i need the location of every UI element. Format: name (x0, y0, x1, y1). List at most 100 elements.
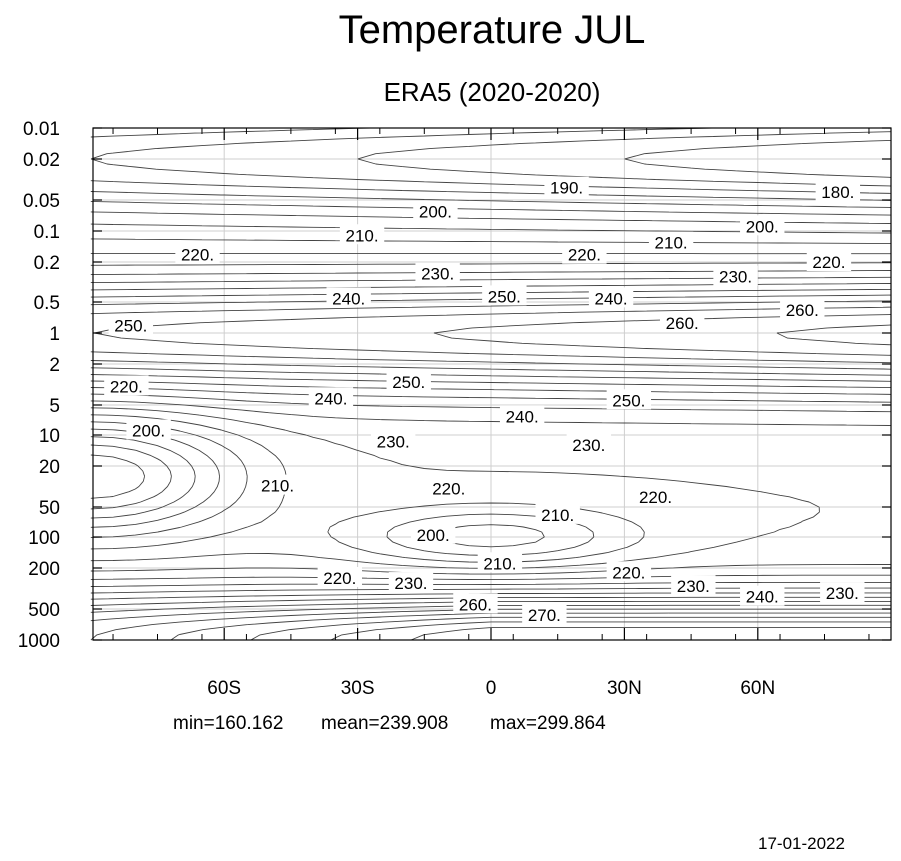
contour-label: 220. (812, 253, 845, 272)
contour-label: 230. (719, 268, 752, 287)
y-tick-label: 20 (39, 457, 60, 478)
y-tick-label: 0.05 (23, 191, 60, 212)
y-tick-label: 1 (49, 324, 60, 345)
x-tick-label: 30S (341, 678, 375, 699)
stats-min: min=160.162 (173, 713, 283, 734)
contour-line (90, 294, 892, 613)
y-tick-label: 10 (39, 426, 60, 447)
contour-label: 260. (786, 301, 819, 320)
contour-label: 220. (323, 569, 356, 588)
contour-label-background (477, 552, 523, 573)
contour-label: 200. (417, 526, 450, 545)
y-tick-label: 0.01 (23, 119, 60, 140)
contour-line (624, 139, 892, 178)
contour-label-background (806, 251, 852, 271)
x-tick-label: 60S (207, 678, 241, 699)
contour-label-background (544, 176, 589, 197)
contour-line (90, 283, 892, 600)
contour-label: 200. (419, 203, 452, 222)
contour-label: 250. (612, 391, 645, 410)
contour-label: 220. (612, 563, 645, 582)
contour-label: 270. (528, 606, 561, 625)
contour-label: 220. (181, 246, 214, 265)
y-tick-label: 200 (28, 559, 60, 580)
stats-max: max=299.864 (490, 713, 606, 734)
plot-frame (92, 127, 892, 641)
x-axis-tick-labels: 60S 30S 0 30N 60N (207, 678, 775, 699)
contour-label: 220. (432, 479, 465, 498)
contour-label-background (820, 582, 865, 603)
contour-label-background (633, 486, 678, 507)
contour-label: 230. (394, 574, 427, 593)
contour-line (357, 131, 892, 187)
contour-label-background (104, 375, 149, 396)
contour-label: 240. (506, 407, 539, 426)
contour-label: 180. (821, 183, 854, 202)
contour-label-background (606, 389, 652, 410)
contour-label-background (413, 200, 458, 221)
contour-label-background (386, 371, 431, 392)
contour-label-background (339, 224, 385, 245)
chart-subtitle: ERA5 (2020-2020) (384, 77, 601, 107)
contour-label-background (499, 405, 545, 426)
contour-line (90, 191, 892, 519)
contour-label: 210. (483, 554, 516, 573)
contour-label-background (175, 243, 220, 264)
contour-line (90, 300, 892, 622)
contour-label-background (308, 387, 354, 408)
contour-label-background (671, 575, 716, 596)
y-tick-label: 0.2 (34, 253, 60, 274)
axis-ticks (93, 127, 891, 641)
contour-label: 250. (114, 317, 147, 336)
x-tick-label: 60N (740, 678, 775, 699)
x-tick-label: 0 (486, 678, 497, 699)
contour-label: 260. (459, 595, 492, 614)
contour-label: 240. (746, 588, 779, 607)
contour-label-background (740, 585, 785, 606)
stats-mean: mean=239.908 (321, 713, 448, 734)
plot-date: 17-01-2022 (758, 834, 845, 853)
contour-label-background (410, 523, 456, 544)
contour-label: 230. (421, 264, 454, 283)
contour-label-background (453, 593, 498, 614)
y-tick-label: 2 (49, 355, 60, 376)
contour-label: 240. (595, 289, 628, 308)
contour-label: 230. (572, 436, 605, 455)
contour-label: 210. (261, 477, 294, 496)
contour-label: 260. (666, 314, 699, 333)
y-tick-label: 0.5 (34, 293, 60, 314)
contour-label-background (317, 566, 363, 587)
contour-label-background (482, 285, 527, 306)
contour-label-background (562, 243, 607, 264)
contour-label: 240. (332, 289, 365, 308)
contour-label-background (126, 419, 171, 440)
contour-label: 200. (132, 421, 165, 440)
y-tick-label: 100 (28, 528, 60, 549)
y-tick-label: 0.02 (23, 150, 60, 171)
contour-label-background (660, 312, 705, 333)
contour-label: 220. (639, 488, 672, 507)
contour-label: 220. (110, 377, 143, 396)
contour-line (90, 127, 892, 499)
contour-label-background (370, 430, 416, 451)
contour-label-background (522, 603, 567, 624)
contour-label-background (388, 572, 434, 593)
y-tick-label: 0.1 (34, 222, 60, 243)
contour-label: 240. (314, 389, 347, 408)
contour-line (90, 288, 892, 606)
contour-label-background (606, 561, 652, 582)
contour-label-background (426, 477, 471, 498)
contour-label: 190. (550, 179, 583, 198)
contour-label-background (588, 287, 634, 308)
y-tick-label: 500 (28, 600, 60, 621)
contour-label-background (780, 299, 825, 320)
contour-label-background (108, 314, 154, 335)
contour-label-background (566, 433, 612, 454)
contour-label: 210. (655, 234, 688, 253)
contour-line (410, 627, 892, 641)
contour-label: 230. (677, 577, 710, 596)
contour-label: 210. (345, 226, 378, 245)
y-tick-label: 5 (49, 396, 60, 417)
contour-label-background (740, 215, 785, 236)
contour-line (330, 621, 892, 641)
